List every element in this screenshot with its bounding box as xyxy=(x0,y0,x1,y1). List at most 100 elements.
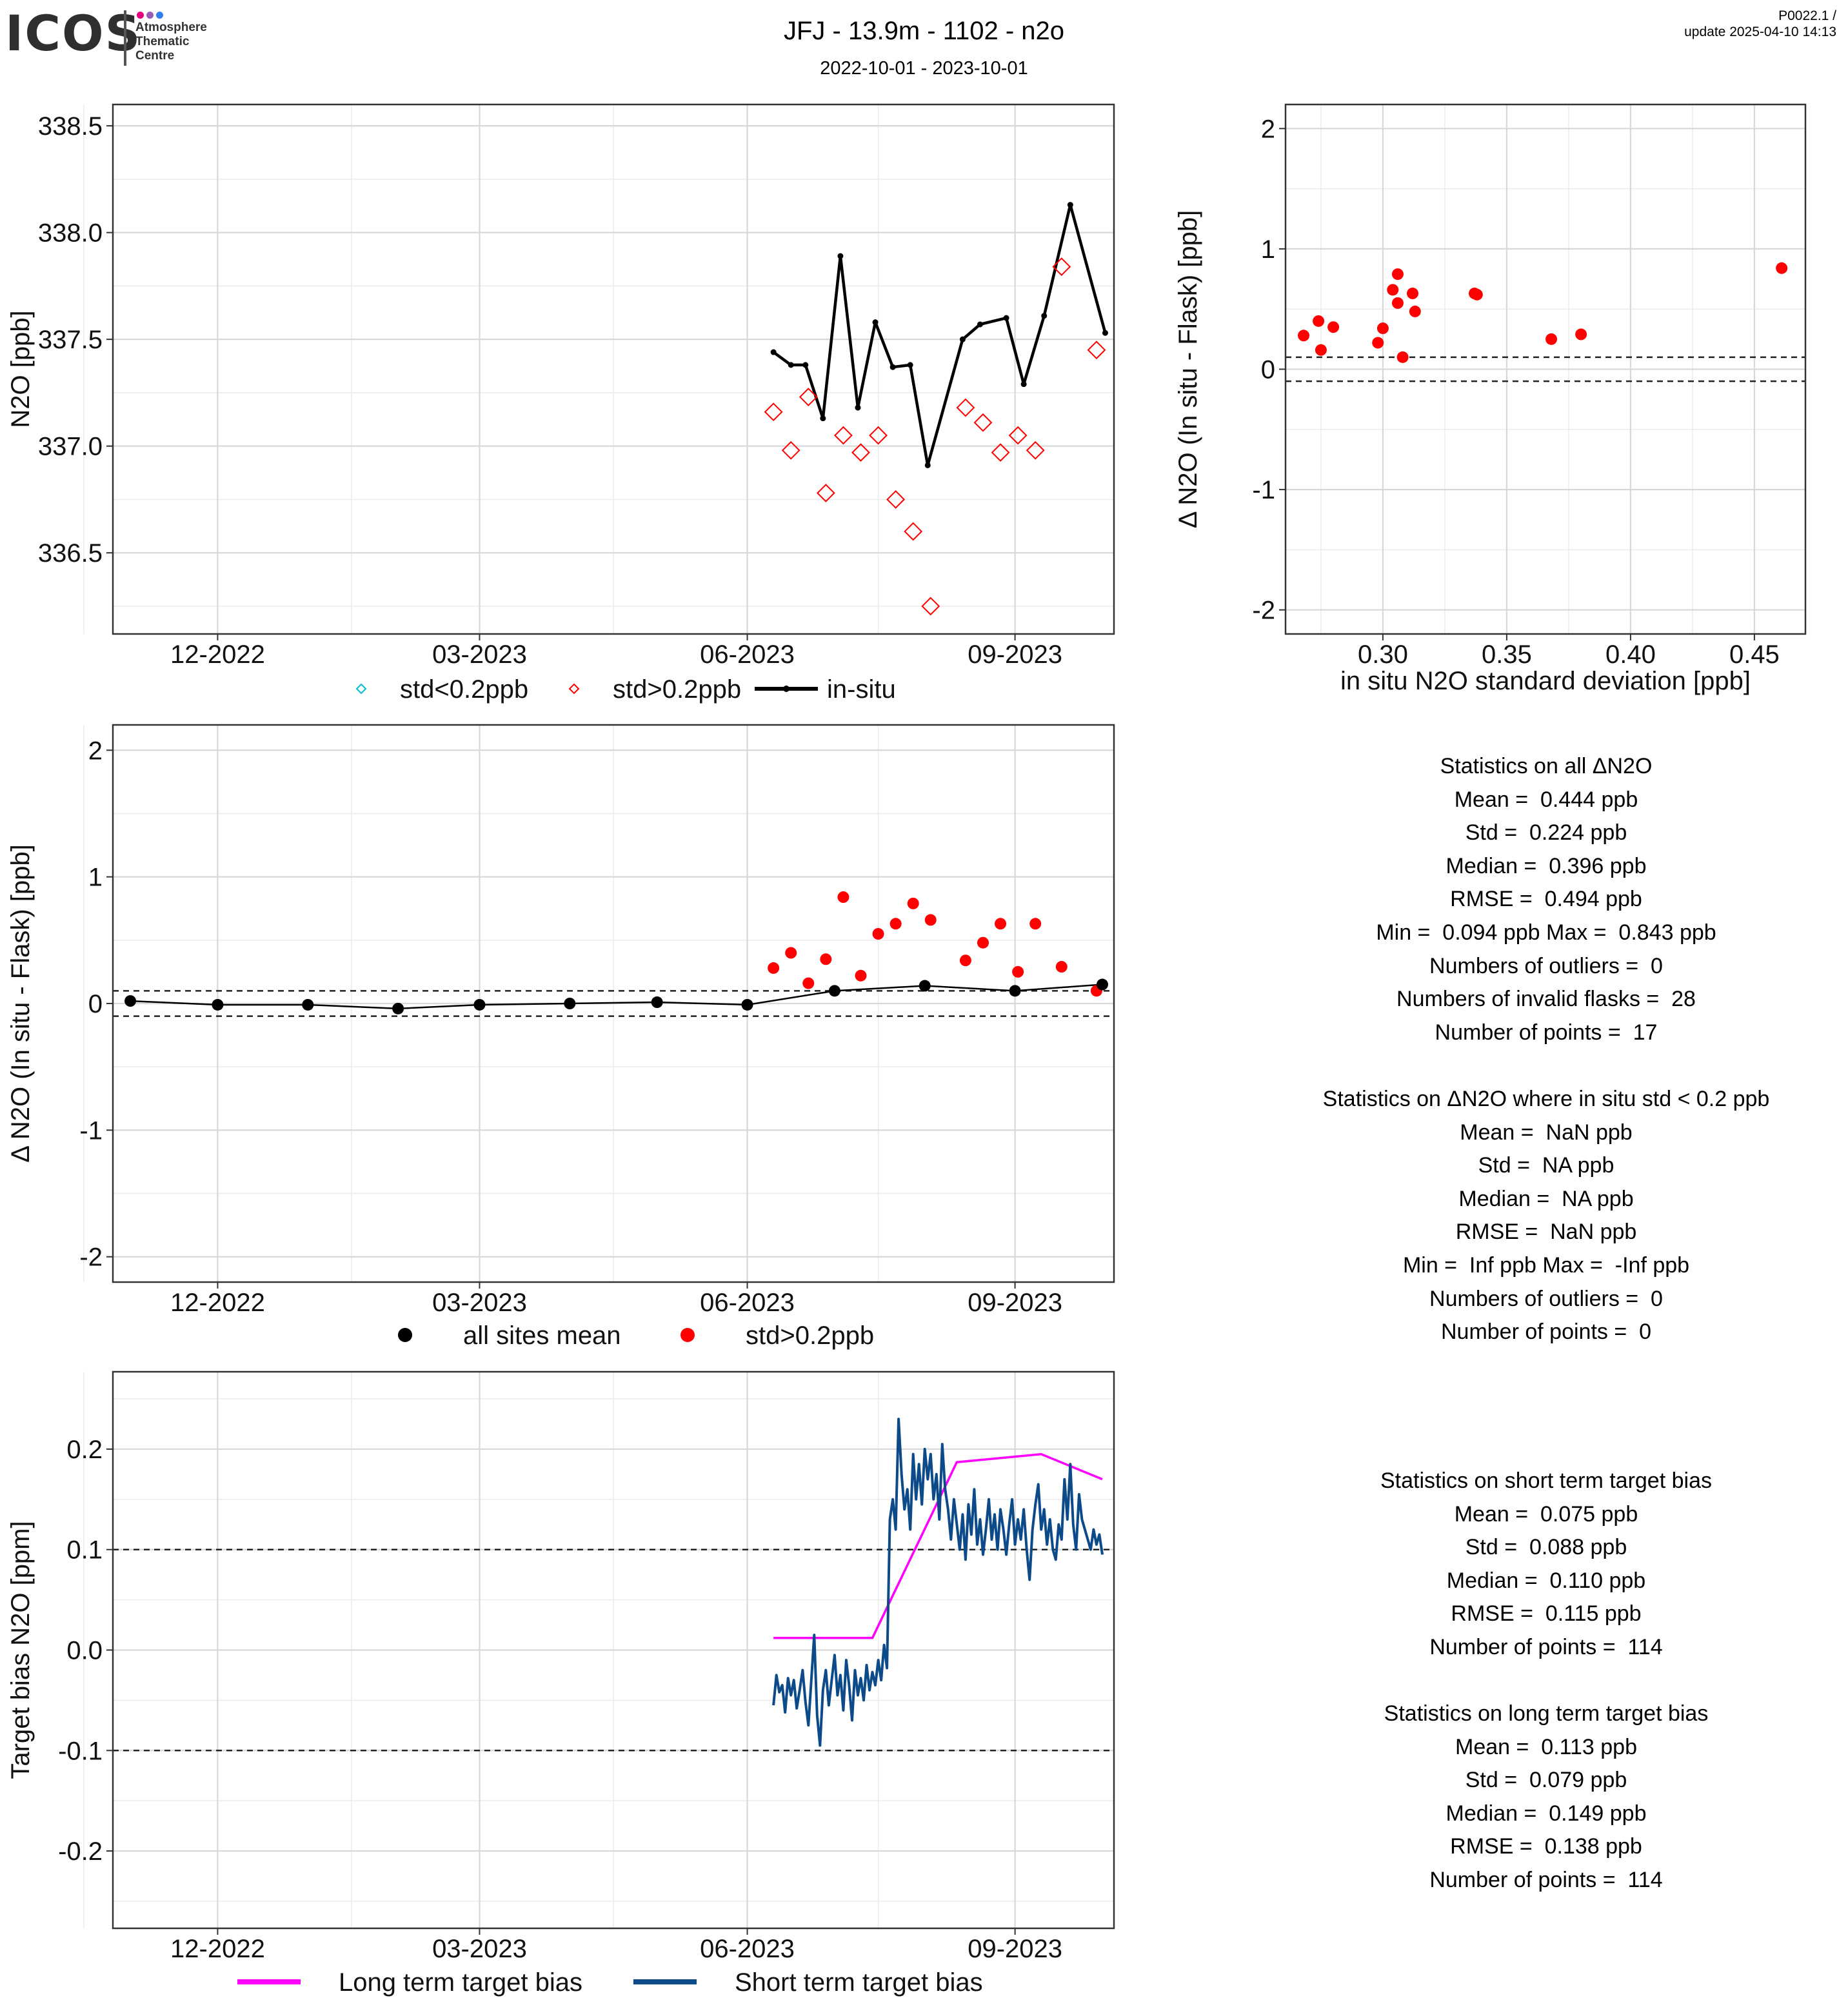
y-tick-label: -1 xyxy=(79,1116,103,1145)
y-axis-title: N2O [ppb] xyxy=(6,310,35,428)
x-tick-label: 09-2023 xyxy=(968,640,1062,669)
all-sites-mean-point xyxy=(564,998,576,1009)
stats-line: Std = 0.088 ppb xyxy=(1465,1535,1627,1560)
flask-diamond-high-std xyxy=(869,426,888,445)
high-std-point xyxy=(889,918,902,930)
legend-label: Short term target bias xyxy=(735,1968,983,1997)
stats-line: Median = NA ppb xyxy=(1458,1186,1634,1211)
in-situ-point xyxy=(1102,330,1108,336)
legend-label: std>0.2ppb xyxy=(613,675,741,704)
long-term-bias-line xyxy=(773,1452,1103,1639)
y-tick-label: 1 xyxy=(1261,235,1275,264)
stats-flask-low-std: Statistics on ΔN2O where in situ std < 0… xyxy=(1256,1083,1836,1349)
high-std-point xyxy=(855,969,867,982)
legend-label: std<0.2ppb xyxy=(400,675,528,704)
stats-line: Mean = 0.444 ppb xyxy=(1454,787,1638,812)
icos-logo: ICOS xyxy=(5,5,142,62)
in-situ-point xyxy=(907,362,913,368)
stats-line: RMSE = NaN ppb xyxy=(1455,1220,1637,1245)
x-tick-label: 12-2022 xyxy=(170,1935,265,1963)
in-situ-point xyxy=(959,336,966,342)
y-tick-label: 0.2 xyxy=(66,1436,103,1464)
in-situ-point xyxy=(820,415,826,422)
all-sites-mean-point xyxy=(473,998,486,1011)
stats-line: RMSE = 0.494 ppb xyxy=(1450,887,1642,912)
in-situ-point xyxy=(924,462,931,468)
flask-diamond-high-std xyxy=(799,388,818,406)
stats-line: RMSE = 0.115 ppb xyxy=(1451,1601,1642,1626)
scatter-point xyxy=(1376,322,1389,335)
scatter-point xyxy=(1471,288,1483,301)
high-std-point xyxy=(924,914,937,926)
y-tick-label: 338.5 xyxy=(38,112,103,141)
stats-line: Numbers of outliers = 0 xyxy=(1429,1286,1663,1311)
date-range: 2022-10-01 - 2023-10-01 xyxy=(820,58,1028,79)
high-std-point xyxy=(768,962,780,974)
high-std-point xyxy=(977,936,989,949)
stats-line: Min = 0.094 ppb Max = 0.843 ppb xyxy=(1376,920,1716,945)
logo-subtitle: Atmosphere Thematic Centre xyxy=(135,21,207,63)
stats-target-short: Statistics on short term target bias Mea… xyxy=(1256,1465,1836,1665)
x-tick-label: 09-2023 xyxy=(968,1289,1062,1317)
scatter-point xyxy=(1298,330,1310,342)
all-sites-mean-point xyxy=(828,985,840,997)
y-tick-label: 0.1 xyxy=(66,1536,103,1565)
logo-dot-icon xyxy=(146,12,154,19)
legend-label: in-situ xyxy=(827,675,896,704)
y-tick-label: -0.1 xyxy=(58,1737,103,1765)
logo-subtitle-line: Thematic xyxy=(135,35,190,48)
scatter-point xyxy=(1315,344,1327,356)
x-tick-label: 03-2023 xyxy=(432,640,527,669)
logo-dot-icon xyxy=(137,12,144,19)
high-std-point xyxy=(802,977,815,989)
logo-subtitle-line: Atmosphere xyxy=(135,21,207,34)
flask-diamond-high-std xyxy=(781,440,800,460)
stats-line: Median = 0.396 ppb xyxy=(1446,853,1647,878)
high-std-point xyxy=(785,947,797,959)
flask-diamond-high-std xyxy=(851,443,870,462)
high-std-point xyxy=(907,897,919,909)
flask-diamond-high-std xyxy=(764,402,783,422)
stats-line: Number of points = 0 xyxy=(1440,1320,1651,1345)
in-situ-point xyxy=(1003,315,1009,321)
y-axis-title: Target bias N2O [ppm] xyxy=(6,1521,35,1779)
flask-diamond-high-std xyxy=(1026,440,1045,460)
x-tick-label: 0.40 xyxy=(1605,640,1656,669)
legend-diamond-high-std xyxy=(568,683,580,695)
x-tick-label: 03-2023 xyxy=(432,1935,527,1963)
flask-diamond-high-std xyxy=(904,522,923,541)
legend-label: all sites mean xyxy=(463,1321,621,1350)
all-sites-mean-point xyxy=(392,1002,404,1014)
stats-line: Std = 0.079 ppb xyxy=(1465,1768,1627,1793)
legend-dot-all-sites-mean xyxy=(398,1328,412,1342)
stats-line: Number of points = 114 xyxy=(1429,1867,1663,1892)
x-tick-label: 06-2023 xyxy=(700,1935,795,1963)
y-tick-label: -0.2 xyxy=(58,1837,103,1866)
all-sites-mean-line xyxy=(130,984,1103,1010)
in-situ-point xyxy=(770,349,777,355)
scatter-point xyxy=(1391,297,1404,309)
product-info: P0022.1 / update 2025-04-10 14:13 xyxy=(1684,8,1836,40)
in-situ-point xyxy=(802,362,809,368)
all-sites-mean-point xyxy=(741,998,753,1011)
in-situ-point xyxy=(1041,313,1048,319)
high-std-point xyxy=(1029,918,1042,930)
scatter-point xyxy=(1372,337,1384,349)
y-tick-label: 336.5 xyxy=(38,539,103,568)
flask-diamond-high-std xyxy=(956,398,975,417)
legend-point-in-situ xyxy=(783,686,790,692)
stats-line: Median = 0.149 ppb xyxy=(1446,1801,1647,1826)
legend-label: std>0.2ppb xyxy=(746,1321,874,1350)
high-std-point xyxy=(1012,965,1024,978)
all-sites-mean-point xyxy=(651,996,663,1009)
legend-diamond-low-std xyxy=(355,683,367,695)
y-tick-label: 0 xyxy=(1261,356,1275,384)
scatter-point xyxy=(1396,351,1409,363)
y-tick-label: -2 xyxy=(1252,597,1275,625)
page-title: JFJ - 13.9m - 1102 - n2o xyxy=(784,17,1064,45)
flask-diamond-high-std xyxy=(816,484,835,502)
scatter-point xyxy=(1545,333,1558,345)
logo-divider xyxy=(124,10,126,66)
flask-diamond-high-std xyxy=(921,597,940,616)
x-tick-label: 06-2023 xyxy=(700,1289,795,1317)
